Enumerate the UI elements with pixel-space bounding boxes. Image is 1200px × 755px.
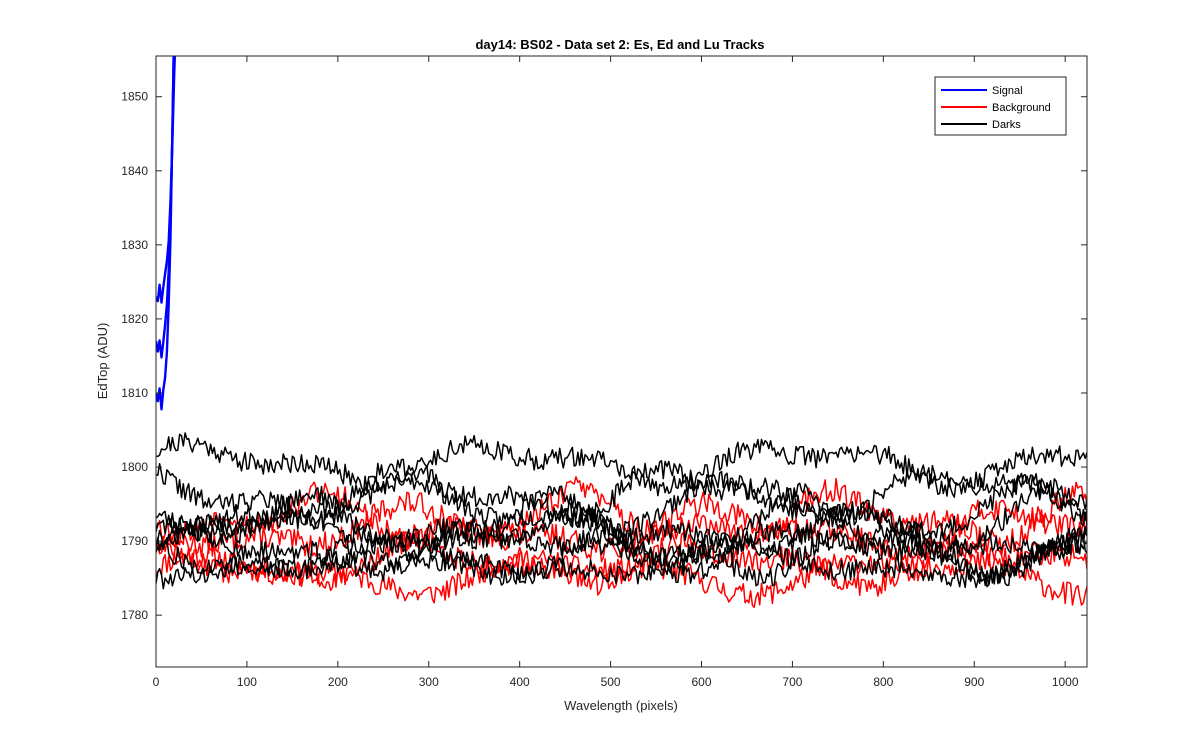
y-tick-label: 1790 <box>121 534 148 548</box>
legend: Signal Background Darks <box>934 76 1067 136</box>
x-tick-label: 900 <box>964 675 984 689</box>
y-tick-label: 1830 <box>121 238 148 252</box>
x-tick-label: 200 <box>328 675 348 689</box>
series-line-darks-14 <box>156 533 1087 590</box>
series-line-darks-13 <box>156 523 1087 588</box>
y-tick-label: 1800 <box>121 460 148 474</box>
series-line-darks-7 <box>156 432 1087 498</box>
x-tick-label: 1000 <box>1052 675 1079 689</box>
series-line-darks-12 <box>156 514 1087 586</box>
x-tick-label: 300 <box>419 675 439 689</box>
series-line-darks-8 <box>156 458 1087 530</box>
x-axis-label: Wavelength (pixels) <box>564 698 678 713</box>
x-tick-label: 0 <box>153 675 160 689</box>
y-tick-label: 1840 <box>121 164 148 178</box>
axes: 0 100 200 300 400 500 600 700 800 900 1000 1780 1790… <box>121 56 1087 689</box>
y-tick-label: 1820 <box>121 312 148 326</box>
y-axis-label: EdTop (ADU) <box>95 323 110 400</box>
x-tick-label: 600 <box>691 675 711 689</box>
chart-title: day14: BS02 - Data set 2: Es, Ed and Lu … <box>475 37 764 52</box>
legend-label-darks: Darks <box>992 119 1021 131</box>
plot-frame <box>155 55 1088 668</box>
legend-label-signal: Signal <box>992 85 1023 97</box>
y-tick-label: 1810 <box>121 386 148 400</box>
legend-label-background: Background <box>992 102 1051 114</box>
x-tick-label: 500 <box>601 675 621 689</box>
x-tick-label: 400 <box>510 675 530 689</box>
y-tick-label: 1780 <box>121 608 148 622</box>
x-tick-label: 800 <box>873 675 893 689</box>
x-tick-label: 100 <box>237 675 257 689</box>
x-tick-label: 700 <box>782 675 802 689</box>
y-tick-label: 1850 <box>121 90 148 104</box>
series-line-background-6 <box>156 476 1087 557</box>
